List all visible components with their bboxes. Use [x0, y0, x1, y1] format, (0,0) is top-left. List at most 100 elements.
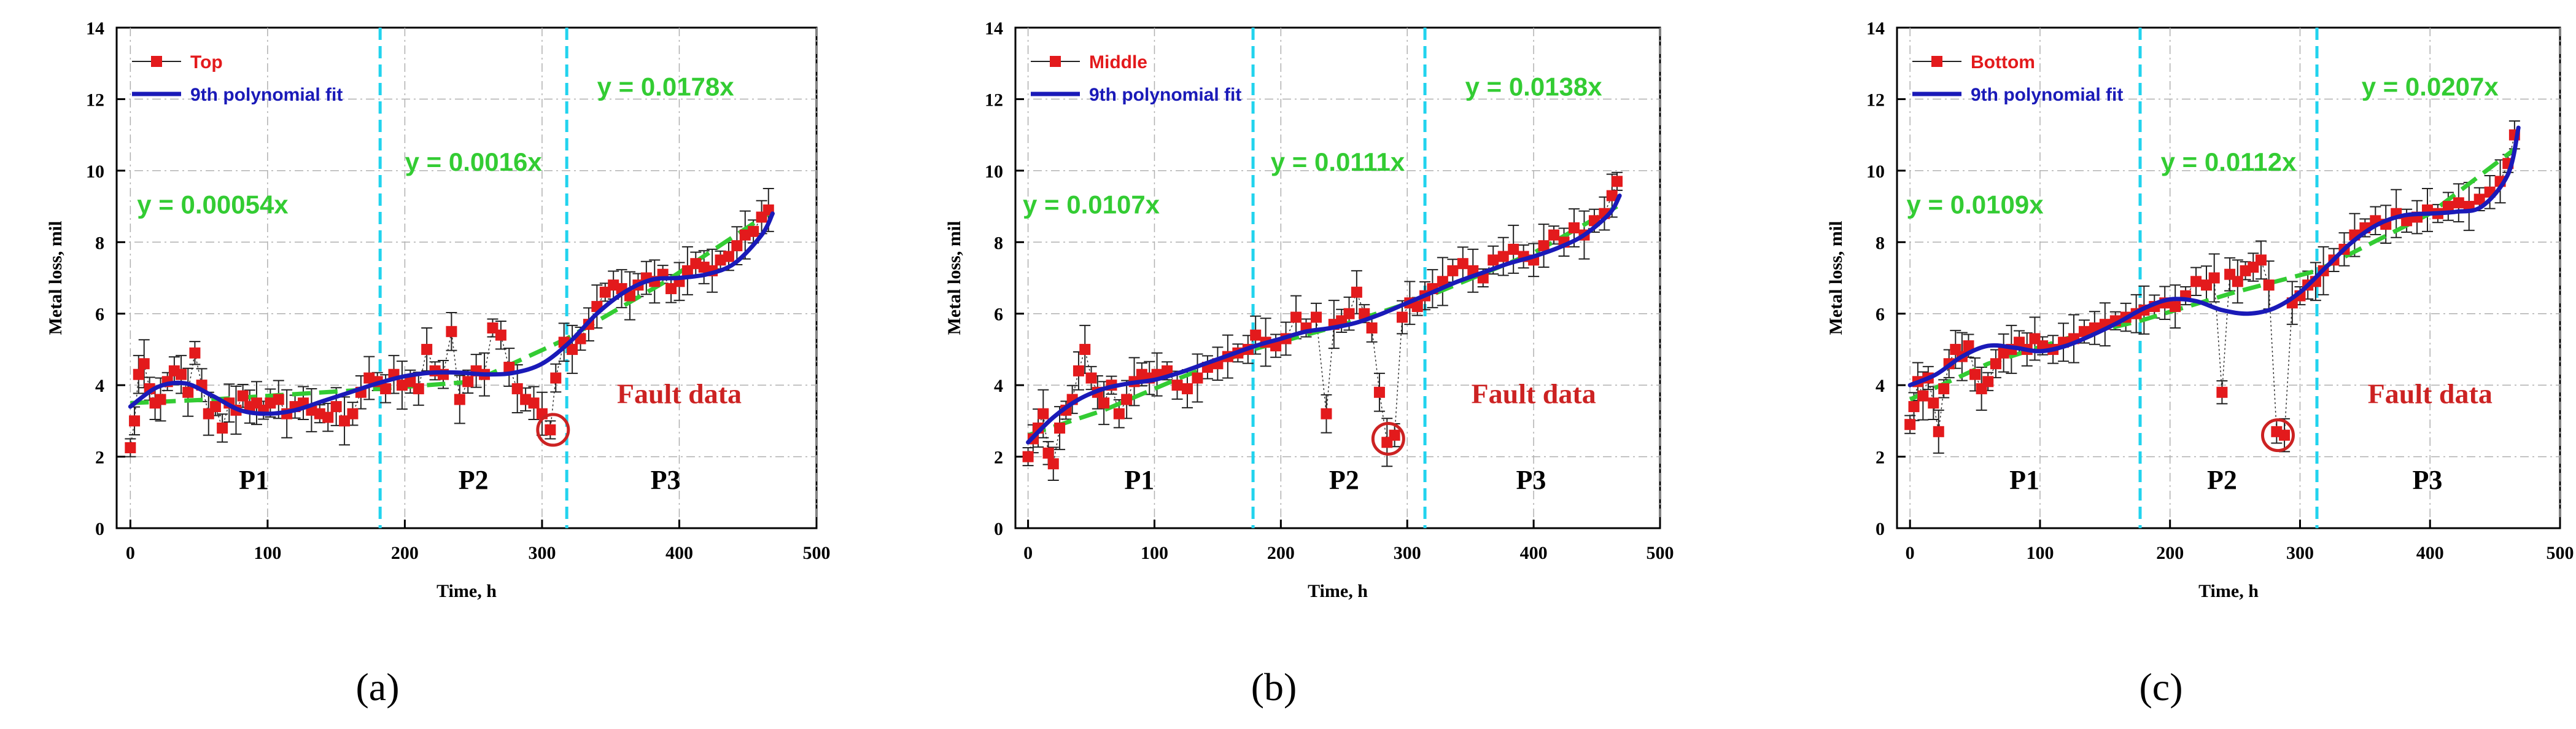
panel-label: (a) [355, 665, 399, 709]
data-point [446, 326, 457, 337]
data-point [1990, 358, 2001, 370]
y-tick-label: 4 [1876, 376, 1885, 396]
fault-data-label: Fault data [1472, 378, 1596, 409]
data-point [1359, 308, 1370, 319]
data-point [1079, 343, 1091, 355]
data-point [1508, 243, 1519, 255]
x-tick-label: 100 [1141, 543, 1168, 563]
polynomial-fit-line [128, 211, 775, 416]
data-point [1270, 340, 1282, 352]
legend-data-label: Top [190, 52, 223, 72]
x-tick-label: 500 [803, 543, 831, 563]
data-point [2232, 276, 2243, 287]
data-point [413, 383, 424, 394]
data-point [1042, 447, 1054, 459]
data-point [1411, 301, 1423, 313]
data-point [1171, 380, 1183, 391]
fault-data-circle [2260, 418, 2295, 453]
y-tick-label: 8 [994, 233, 1003, 253]
fault-data-circle [536, 413, 570, 447]
y-tick-label: 12 [1866, 90, 1885, 110]
data-point [129, 415, 141, 427]
data-point [1457, 258, 1468, 270]
data-point [567, 343, 578, 355]
x-tick-label: 0 [1023, 543, 1033, 563]
y-axis-title: Metal loss, mil [1826, 221, 1846, 335]
y-tick-label: 14 [985, 18, 1003, 39]
data-point [2401, 215, 2413, 227]
data-point [723, 251, 734, 262]
data-point [1022, 451, 1034, 462]
data-point [1054, 423, 1066, 434]
data-point [1085, 372, 1097, 384]
data-point [1928, 397, 1939, 409]
data-point [1447, 265, 1459, 276]
y-tick-label: 10 [86, 162, 104, 182]
linear-equation-label: y = 0.0111x [1271, 147, 1405, 176]
legend-data-label: Bottom [1971, 52, 2035, 72]
data-point [1397, 311, 1408, 323]
data-point [322, 411, 334, 423]
y-tick-label: 2 [1876, 448, 1885, 468]
y-tick-label: 0 [1876, 519, 1885, 539]
data-point [189, 347, 201, 359]
data-point [421, 343, 433, 355]
data-point [545, 424, 556, 435]
data-point [217, 423, 228, 434]
y-tick-label: 6 [1876, 305, 1885, 325]
legend-fit-label: 9th polynomial fit [190, 85, 343, 105]
data-point [347, 408, 359, 419]
data-point [1098, 397, 1110, 409]
x-tick-label: 300 [2286, 543, 2314, 563]
data-point [273, 394, 284, 405]
data-point [330, 401, 342, 413]
y-tick-label: 4 [994, 376, 1003, 396]
data-point [133, 368, 144, 380]
y-tick-label: 2 [994, 448, 1003, 468]
data-point [1321, 408, 1332, 419]
period-label: P1 [2009, 465, 2039, 495]
data-point [1969, 368, 1981, 380]
y-tick-label: 6 [95, 305, 104, 325]
x-tick-label: 300 [528, 543, 556, 563]
chart-panel-2: 0 100 200 300 400 500 0 2 4 6 8 10 12 14 Time, h Metal … [944, 18, 1674, 709]
data-point [1488, 254, 1499, 266]
plot-frame [115, 26, 818, 529]
data-point [2279, 429, 2291, 441]
data-point [1121, 394, 1133, 405]
x-tick-label: 300 [1394, 543, 1421, 563]
y-tick-label: 2 [95, 448, 104, 468]
x-tick-label: 200 [1267, 543, 1295, 563]
x-tick-label: 400 [2416, 543, 2444, 563]
fault-data-label: Fault data [2368, 378, 2493, 409]
x-tick-label: 500 [1647, 543, 1674, 563]
y-tick-label: 12 [985, 90, 1003, 110]
data-point [1366, 322, 1378, 333]
data-point [2442, 201, 2454, 212]
data-point [454, 394, 465, 405]
legend-data-marker [1050, 56, 1061, 67]
linear-equation-label: y = 0.0207x [2362, 72, 2499, 101]
x-tick-label: 400 [665, 543, 693, 563]
linear-equation-label: y = 0.0016x [405, 147, 543, 176]
panel-label: (b) [1251, 665, 1297, 709]
data-point [550, 372, 562, 384]
y-tick-label: 10 [1866, 162, 1885, 182]
chart-panel-3: 0 100 200 300 400 500 0 2 4 6 8 10 12 14 Time, h Metal … [1826, 18, 2574, 709]
data-point [748, 225, 759, 237]
data-point [1963, 340, 1974, 352]
data-point [1073, 365, 1084, 376]
data-point [462, 376, 474, 388]
data-point [1917, 390, 1929, 402]
data-point [1982, 376, 1994, 388]
x-tick-label: 0 [126, 543, 135, 563]
panel-label: (c) [2139, 665, 2182, 709]
data-point [1908, 401, 1920, 413]
data-point [1047, 458, 1059, 470]
data-point [1182, 383, 1193, 394]
data-point [2190, 276, 2202, 287]
plot-frame [1014, 26, 1661, 529]
y-tick-label: 4 [95, 376, 104, 396]
data-point [1389, 429, 1400, 441]
